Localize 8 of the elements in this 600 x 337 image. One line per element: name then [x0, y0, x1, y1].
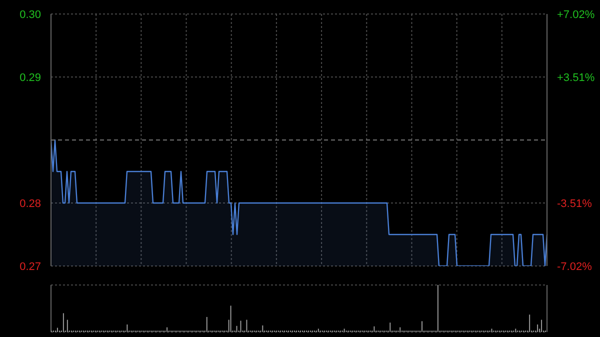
y2-tick-label: -7.02% — [557, 261, 592, 273]
y-tick-label: 0.28 — [20, 198, 41, 210]
y-tick-label: 0.29 — [20, 72, 41, 84]
y-tick-label: 0.27 — [20, 261, 41, 273]
y2-tick-label: +3.51% — [557, 72, 595, 84]
y2-tick-label: +7.02% — [557, 9, 595, 21]
y-tick-label: 0.30 — [20, 9, 41, 21]
y2-tick-label: -3.51% — [557, 198, 592, 210]
